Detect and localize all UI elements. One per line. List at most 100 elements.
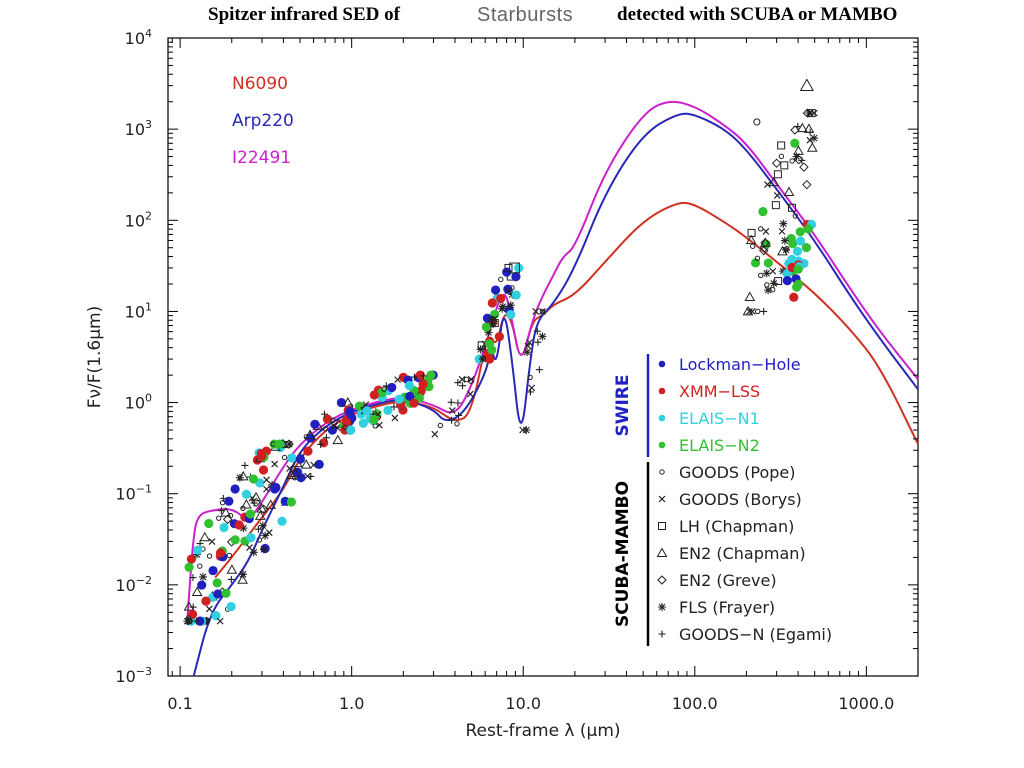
- point-lh-chapman: [774, 277, 783, 286]
- point-en2-greve: [258, 504, 269, 514]
- point-elais-n1: [511, 290, 521, 300]
- point-goods-n-egami: [806, 128, 814, 136]
- point-goods-n-egami: [455, 411, 463, 419]
- legend-marker-dot: [658, 360, 666, 368]
- point-goods-pope: [757, 272, 764, 279]
- point-en2-chapman: [304, 429, 316, 439]
- point-lockman-hole: [503, 284, 513, 294]
- point-goods-borys: [524, 342, 532, 350]
- point-xmm-lss: [494, 332, 504, 342]
- point-goods-borys: [310, 461, 318, 469]
- point-elais-n1: [394, 394, 404, 404]
- point-elais-n1: [514, 263, 524, 273]
- point-goods-borys: [806, 136, 814, 144]
- point-en2-chapman: [191, 586, 203, 597]
- point-goods-n-egami: [196, 540, 204, 548]
- point-goods-pope: [754, 308, 761, 315]
- point-goods-pope: [792, 213, 799, 219]
- point-xmm-lss: [418, 379, 428, 389]
- point-elais-n2: [793, 264, 803, 274]
- point-en2-chapman: [285, 469, 297, 480]
- point-lockman-hole: [491, 285, 501, 295]
- point-goods-n-egami: [454, 399, 462, 407]
- point-fls-frayer: [199, 572, 208, 581]
- point-en2-chapman: [220, 507, 232, 517]
- y-tick-label: 10−1: [115, 483, 152, 504]
- point-en2-chapman: [237, 574, 248, 584]
- point-xmm-lss: [215, 548, 226, 558]
- point-fls-frayer: [235, 473, 244, 482]
- point-en2-chapman: [768, 176, 780, 187]
- legend-group: N6090 Arp220 I22491 Lockman−Hole XMM−LSS ELAI…: [232, 74, 832, 646]
- plot-frame-group: [167, 37, 919, 677]
- point-goods-borys: [205, 605, 213, 613]
- point-goods-pope: [753, 118, 761, 126]
- point-lh-chapman: [658, 522, 666, 530]
- point-en2-chapman: [745, 234, 757, 245]
- point-lh-chapman: [780, 161, 789, 170]
- point-lh-chapman: [777, 141, 786, 150]
- point-lh-chapman: [807, 109, 816, 118]
- point-en2-chapman: [265, 499, 276, 509]
- point-fls-frayer: [810, 134, 819, 143]
- point-fls-frayer: [779, 267, 788, 276]
- curve-n6090: [214, 201, 919, 579]
- point-goods-pope: [750, 243, 756, 249]
- point-goods-n-egami: [658, 630, 666, 638]
- point-elais-n1: [246, 533, 256, 543]
- point-goods-borys: [466, 390, 474, 398]
- point-elais-n2: [763, 258, 773, 268]
- point-fls-frayer: [261, 531, 270, 540]
- point-en2-chapman: [783, 186, 795, 196]
- point-fls-frayer: [484, 328, 493, 337]
- point-lockman-hole: [314, 459, 324, 470]
- point-elais-n2: [795, 227, 805, 237]
- point-goods-pope: [437, 422, 444, 429]
- point-lh-chapman: [509, 262, 520, 274]
- legend-marker-dot: [658, 387, 666, 395]
- point-goods-borys: [762, 228, 770, 235]
- point-goods-n-egami: [410, 373, 418, 381]
- point-goods-n-egami: [241, 461, 249, 469]
- point-xmm-lss: [234, 520, 244, 530]
- point-goods-n-egami: [794, 123, 802, 131]
- point-elais-n1: [792, 246, 803, 256]
- point-lockman-hole: [345, 406, 355, 417]
- x-tick-label: 100.0: [672, 694, 718, 713]
- point-goods-pope: [659, 469, 665, 475]
- point-goods-borys: [265, 529, 273, 537]
- point-elais-n2: [204, 518, 214, 529]
- curve-i22491: [186, 100, 919, 622]
- point-lh-chapman: [773, 170, 782, 179]
- curve-arp220: [192, 112, 919, 677]
- point-elais-n1: [277, 516, 287, 526]
- point-goods-pope: [322, 426, 329, 432]
- labels-group: Rest-frame λ (μm) Fν/F(1.6μm): [85, 306, 621, 741]
- point-goods-n-egami: [447, 398, 455, 406]
- point-goods-pope: [764, 282, 770, 288]
- point-elais-n2: [801, 243, 811, 253]
- point-goods-borys: [391, 414, 399, 422]
- point-goods-n-egami: [227, 575, 235, 583]
- legend-entry: ELAIS−N1: [679, 409, 760, 428]
- point-fls-frayer: [779, 219, 788, 228]
- point-lockman-hole: [405, 391, 415, 401]
- point-goods-n-egami: [219, 494, 227, 502]
- point-lh-chapman: [504, 263, 513, 272]
- point-fls-frayer: [249, 548, 258, 557]
- point-goods-pope: [498, 276, 504, 283]
- point-fls-frayer: [489, 319, 498, 328]
- point-fls-frayer: [498, 304, 507, 313]
- point-en2-chapman: [796, 122, 808, 133]
- point-goods-n-egami: [420, 372, 428, 380]
- point-lockman-hole: [230, 484, 240, 494]
- point-goods-n-egami: [322, 434, 330, 442]
- point-fls-frayer: [658, 603, 666, 611]
- point-elais-n2: [230, 535, 240, 545]
- point-goods-n-egami: [189, 603, 197, 611]
- point-elais-n2: [793, 279, 803, 289]
- point-goods-borys: [490, 315, 498, 323]
- point-fls-frayer: [498, 302, 507, 311]
- point-elais-n2: [274, 439, 284, 449]
- point-en2-chapman: [806, 142, 818, 152]
